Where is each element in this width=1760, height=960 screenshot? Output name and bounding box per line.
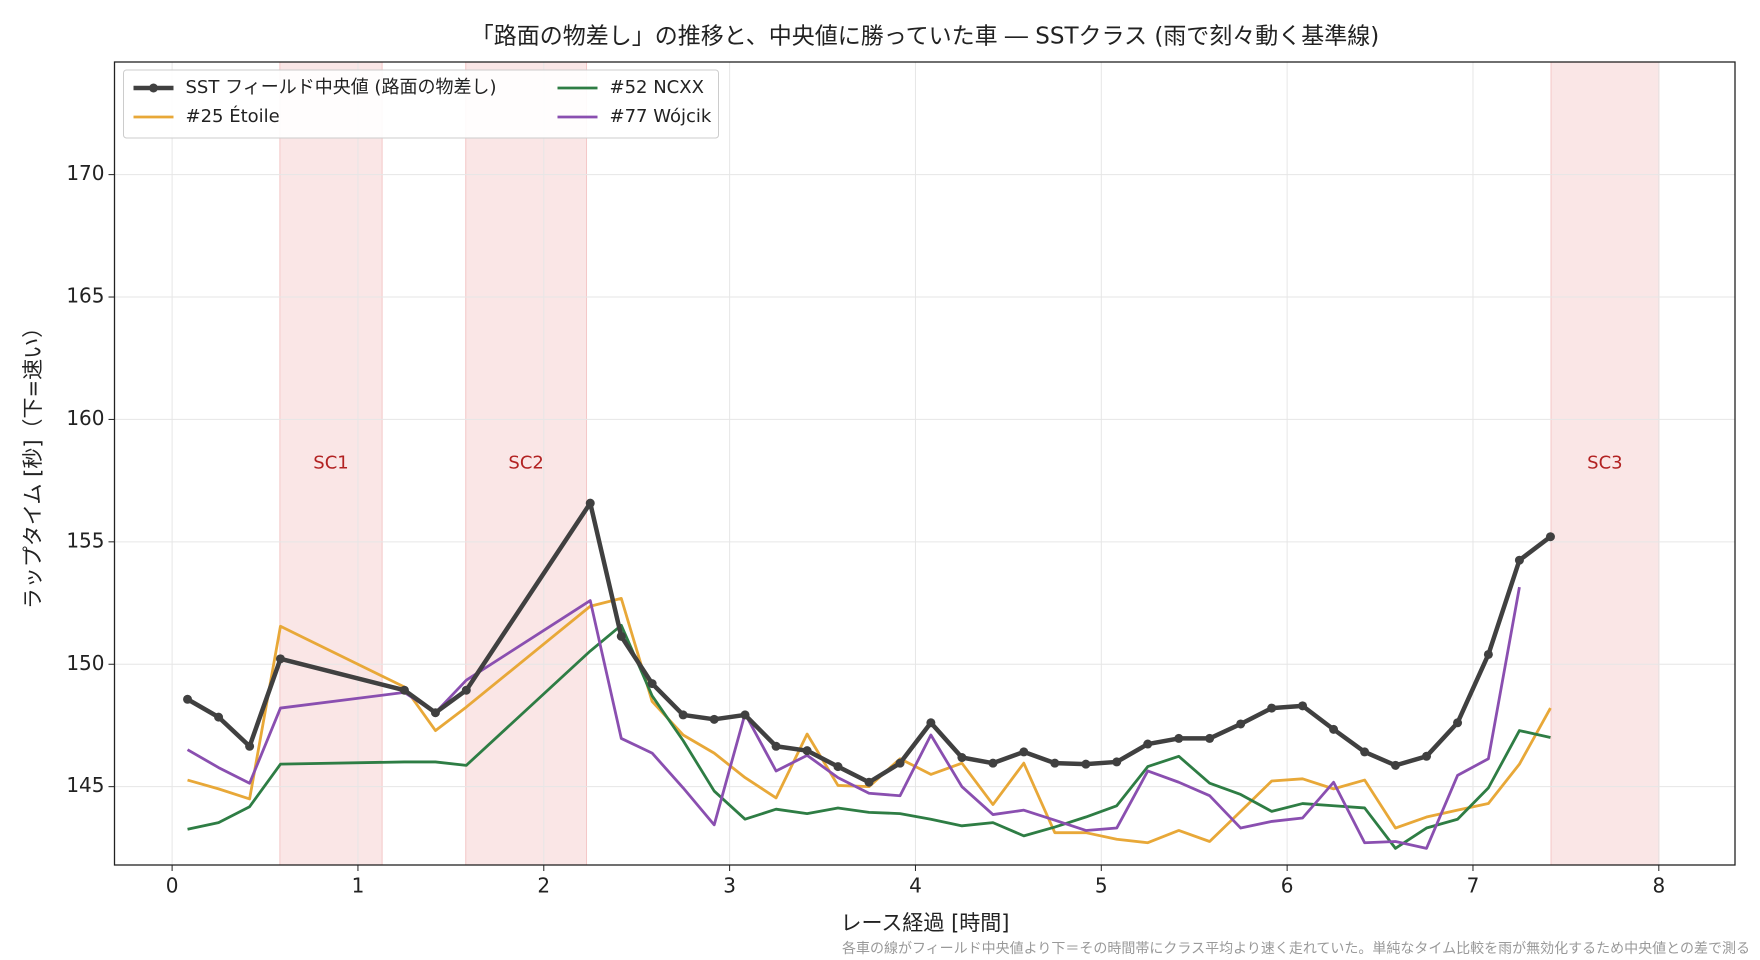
series-marker [1329,724,1339,734]
series-line [187,623,1551,850]
series-marker [802,746,812,756]
y-axis-label: ラップタイム [秒]（下=速い） [21,317,45,609]
series-marker [1514,555,1524,565]
series-marker [1205,733,1215,743]
series-line [186,500,1552,785]
region-label: SC1 [313,453,348,474]
series-marker [771,741,781,751]
series-marker [245,741,255,751]
x-tick-label: 8 [1652,874,1665,898]
legend-label: #77 Wójcik [610,106,712,127]
legend-label: #52 NCXX [610,77,704,98]
x-tick-label: 3 [723,874,736,898]
series-marker [1019,747,1029,757]
series-marker [1050,758,1060,768]
series-marker [895,758,905,768]
series-marker [585,498,595,508]
series-marker [864,777,874,787]
series-marker [988,758,998,768]
series-marker [1112,757,1122,767]
series-marker [1390,760,1400,770]
region-label: SC2 [508,453,543,474]
series-marker [399,685,409,695]
shaded-region [465,61,588,866]
series-marker [1236,719,1246,729]
shaded-region [279,61,383,866]
series-marker [709,714,719,724]
chart-title: 「路面の物差し」の推移と、中央値に勝っていた車 ― SSTクラス (雨で刻々動く… [471,24,1380,50]
series-marker [1143,739,1153,749]
series-marker [647,679,657,689]
series-marker [1483,649,1493,659]
plot-frame [113,61,1736,866]
y-tick-label: 145 [66,773,104,797]
series-line [186,586,1521,850]
legend-label: #25 Étoile [186,105,280,127]
y-tick-label: 155 [66,528,104,552]
x-tick-label: 1 [352,874,365,898]
y-tick-label: 160 [66,406,104,430]
series-marker [957,753,967,763]
series-marker [1545,532,1555,542]
x-tick-label: 7 [1467,874,1480,898]
series-marker [1081,759,1091,769]
x-tick-label: 5 [1095,874,1108,898]
series-line [187,596,1552,845]
y-tick-label: 170 [66,161,104,185]
series-marker [214,712,224,722]
legend-label: SST フィールド中央値 (路面の物差し) [186,77,497,98]
y-tick-label: 165 [66,284,104,308]
series-marker [1267,703,1277,713]
region-label: SC3 [1587,453,1622,474]
series-marker [1298,701,1308,711]
x-tick-label: 6 [1281,874,1294,898]
series-marker [1453,718,1463,728]
series-marker [461,685,471,695]
footnote: 各車の線がフィールド中央値より下＝その時間帯にクラス平均より速く走れていた。単純… [842,940,1750,957]
series-marker [678,710,688,720]
series-marker [833,762,843,772]
legend-swatch-marker [149,83,158,93]
series-marker [926,718,936,728]
x-tick-label: 2 [537,874,550,898]
series-marker [1174,733,1184,743]
series-marker [1422,751,1432,761]
y-tick-label: 150 [66,651,104,675]
series-marker [275,654,285,664]
series-marker [1360,747,1370,757]
series-marker [740,710,750,720]
series-marker [616,631,626,641]
series-marker [430,708,440,718]
x-axis-label: レース経過 [時間] [840,911,1009,935]
x-tick-label: 4 [909,874,922,898]
series-marker [183,694,193,704]
x-tick-label: 0 [166,874,179,898]
